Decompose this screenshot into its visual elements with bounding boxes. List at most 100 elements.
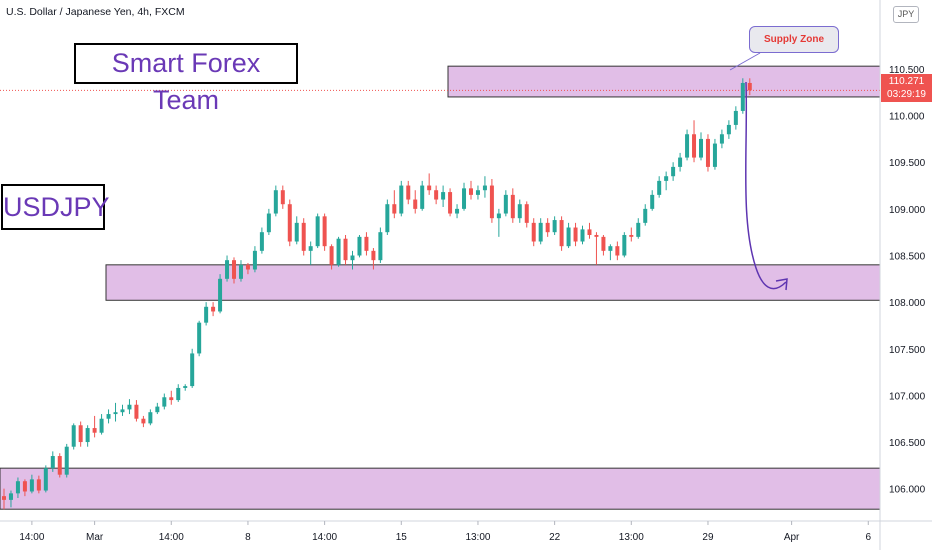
candle [259, 227, 264, 254]
candle-body [204, 306, 209, 323]
candle-body [448, 192, 453, 214]
candle [629, 227, 634, 242]
candle [148, 409, 153, 426]
candle [280, 185, 285, 209]
price-tick-label: 106.000 [889, 485, 926, 496]
candle [162, 393, 167, 410]
supply-zone-label: Supply Zone [749, 26, 839, 53]
candle [273, 185, 278, 217]
candle-body [190, 353, 195, 387]
symbol-title[interactable]: U.S. Dollar / Japanese Yen, 4h, FXCM [6, 6, 185, 18]
candle [399, 180, 404, 217]
currency-badge[interactable]: JPY [893, 6, 919, 23]
candle [705, 134, 710, 172]
candle-body [322, 216, 327, 247]
candle-body [441, 192, 446, 200]
candle-body [580, 229, 585, 242]
candle-body [106, 414, 111, 419]
candle [733, 106, 738, 130]
candle [448, 188, 453, 217]
candle-body [343, 238, 348, 261]
candle [85, 425, 90, 447]
candle-body [280, 190, 285, 205]
candle [594, 232, 599, 265]
candle-body [155, 406, 160, 413]
candle-body [427, 185, 432, 191]
candle-body [71, 425, 76, 447]
time-tick-label: 29 [702, 532, 714, 543]
candle [336, 236, 341, 267]
candle-body [510, 194, 515, 219]
candle-body [357, 236, 362, 256]
candle-body [629, 234, 634, 237]
candle-body [705, 138, 710, 167]
price-axis[interactable]: 110.500 110.000 109.500 109.000 108.500 108.0… [889, 65, 926, 496]
candle [364, 232, 369, 256]
candle [22, 479, 27, 497]
candle [371, 248, 376, 270]
candle-body [573, 227, 578, 242]
candle-body [15, 481, 20, 494]
candle-body [378, 232, 383, 261]
candle [434, 185, 439, 205]
candle-body [315, 216, 320, 247]
candle-body [712, 143, 717, 167]
candle-body [685, 134, 690, 158]
candle [685, 129, 690, 161]
candle-body [643, 208, 648, 223]
candle [308, 241, 313, 265]
candle-body [531, 222, 536, 242]
candle-body [329, 246, 334, 265]
candle [726, 120, 731, 139]
supply-zone-rect [447, 65, 881, 98]
candle-body [559, 220, 564, 247]
candle-body [406, 185, 411, 200]
candle [2, 488, 6, 510]
last-price-tag: 110.271 03:29:19 [881, 74, 932, 102]
candle-body [36, 479, 41, 491]
candle [350, 250, 355, 270]
price-tick-label: 108.500 [889, 252, 926, 263]
candle [78, 421, 83, 447]
candle [204, 302, 209, 326]
candle-body [496, 213, 501, 219]
candle-body [350, 255, 355, 261]
candle [287, 199, 292, 247]
candle-body [245, 264, 250, 270]
candle [587, 222, 592, 239]
candle [747, 78, 752, 96]
candle [650, 190, 655, 211]
candle-body [78, 425, 83, 443]
time-tick-label: 14:00 [312, 532, 337, 543]
time-axis[interactable]: 14:00 Mar 14:00 8 14:00 15 13:00 22 13:00 29 Apr 6 [19, 521, 871, 543]
candle [475, 185, 480, 200]
projection-arrow-head [775, 278, 788, 291]
candle-body [85, 428, 90, 443]
candle [503, 190, 508, 217]
candle-body [92, 428, 97, 433]
candle-body [726, 124, 731, 135]
time-tick-label: 13:00 [619, 532, 644, 543]
candle [559, 216, 564, 251]
candle [176, 384, 181, 402]
candle-body [420, 185, 425, 209]
candle-body [566, 227, 571, 247]
candle [71, 423, 76, 450]
time-tick-label: Apr [784, 532, 800, 543]
price-tick-label: 108.000 [889, 298, 926, 309]
projection-arrow [744, 81, 787, 290]
time-tick-label: 15 [396, 532, 408, 543]
candle [329, 244, 334, 270]
pair-label: USDJPY [1, 184, 110, 230]
candle-body [266, 213, 271, 233]
candle-body [601, 236, 606, 251]
candle-body [503, 194, 508, 214]
candle-body [127, 404, 132, 410]
candle-body [719, 134, 724, 144]
bar-countdown: 03:29:19 [887, 89, 926, 100]
candle-body [294, 222, 299, 242]
candle-body [371, 250, 376, 261]
candle [301, 218, 306, 256]
price-tick-label: 107.000 [889, 391, 926, 402]
candle-body [552, 220, 557, 233]
